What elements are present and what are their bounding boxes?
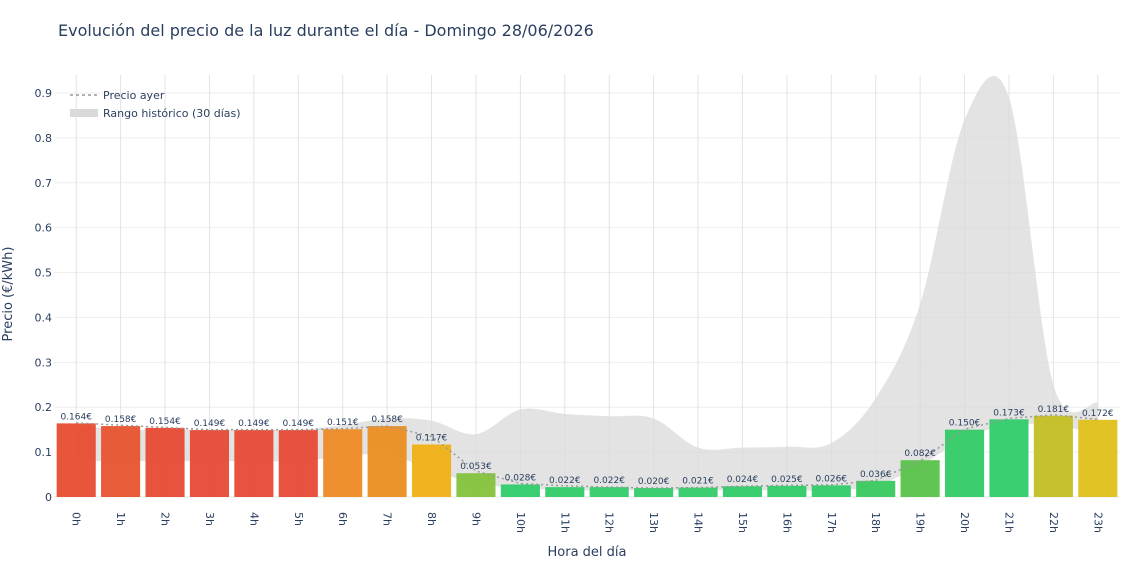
x-axis-title: Hora del día [548,545,627,560]
x-tick-label: 11h [558,512,571,533]
x-tick-label: 15h [736,512,749,533]
x-tick-label: 17h [825,512,838,533]
price-bar[interactable] [101,426,141,497]
x-axis-ticks: 0h 1h 2h 3h 4h 5h 6h 7h 8h 9h 10h 11h 12h 13h 14h 15h 16… [70,512,1105,533]
y-tick-label: 0.7 [35,177,53,190]
bar-value-label: 0.181€ [1038,405,1070,415]
bar-value-label: 0.117€ [416,433,448,443]
x-tick-label: 10h [514,512,527,533]
bar-value-label: 0.022€ [549,476,581,486]
y-tick-label: 0.6 [35,222,53,235]
yesterday-price-line [76,414,1098,489]
x-tick-label: 14h [692,512,705,533]
bar-value-label: 0.021€ [682,477,714,487]
bar-value-label: 0.149€ [283,419,315,429]
price-bar[interactable] [989,419,1029,497]
price-bar[interactable] [278,430,318,497]
x-tick-label: 19h [914,512,927,533]
bar-value-label: 0.026€ [816,474,848,484]
x-tick-label: 16h [780,512,793,533]
bar-value-label: 0.154€ [149,417,181,427]
price-bar[interactable] [634,488,674,497]
x-tick-label: 1h [114,512,127,526]
price-bar[interactable] [767,485,807,497]
y-tick-label: 0.5 [35,267,53,280]
data-labels: 0.164€ 0.158€ 0.154€ 0.149€ 0.149€ 0.149€ 0.15… [60,405,1113,487]
price-bar[interactable] [367,426,407,497]
price-bar[interactable] [234,430,274,497]
legend-range-swatch [70,109,98,117]
price-bar[interactable] [1078,419,1118,497]
x-tick-label: 3h [203,512,216,526]
y-axis-ticks: 0 0.1 0.2 0.3 0.4 0.5 0.6 0.7 0.8 0.9 [35,87,53,504]
yesterday-line [76,414,1098,489]
price-bar[interactable] [456,473,496,497]
legend-yesterday-label: Precio ayer [103,89,165,102]
bar-value-label: 0.028€ [505,473,537,483]
bar-value-label: 0.149€ [194,419,226,429]
x-tick-label: 0h [70,512,83,526]
bar-value-label: 0.158€ [371,415,403,425]
bar-value-label: 0.173€ [993,408,1025,418]
x-tick-label: 22h [1047,512,1060,533]
price-bar[interactable] [811,485,851,497]
price-bar[interactable] [856,480,896,497]
bar-value-label: 0.022€ [593,476,625,486]
x-tick-label: 7h [381,512,394,526]
x-tick-label: 18h [869,512,882,533]
price-bar[interactable] [145,427,185,497]
x-tick-label: 13h [647,512,660,533]
price-bar[interactable] [722,486,763,497]
bar-value-label: 0.025€ [771,475,803,485]
bar-value-label: 0.151€ [327,418,359,428]
price-bar[interactable] [545,487,585,497]
price-bar[interactable] [500,484,540,497]
x-tick-label: 23h [1091,512,1104,533]
price-bar[interactable] [678,487,718,497]
bar-value-label: 0.020€ [638,477,670,487]
y-tick-label: 0.9 [35,87,53,100]
bar-value-label: 0.150€ [949,419,981,429]
price-bar[interactable] [944,429,985,497]
x-tick-label: 5h [292,512,305,526]
y-tick-label: 0 [45,491,52,504]
x-tick-label: 12h [603,512,616,533]
chart-title: Evolución del precio de la luz durante e… [58,21,594,40]
x-tick-label: 21h [1002,512,1015,533]
legend-range-label: Rango histórico (30 días) [103,107,241,120]
y-tick-label: 0.3 [35,356,53,369]
bar-value-label: 0.172€ [1082,409,1114,419]
x-tick-label: 9h [469,512,482,526]
x-tick-label: 8h [425,512,438,526]
x-tick-label: 20h [958,512,971,533]
price-bar[interactable] [56,423,96,497]
price-bar[interactable] [589,487,629,497]
bar-value-label: 0.164€ [60,412,92,422]
bar-value-label: 0.158€ [105,415,137,425]
bar-value-label: 0.053€ [460,462,492,472]
price-bar[interactable] [189,430,230,497]
x-tick-label: 4h [247,512,260,526]
x-tick-label: 6h [336,512,349,526]
y-tick-label: 0.2 [35,401,53,414]
bar-value-label: 0.024€ [727,475,759,485]
price-bar[interactable] [900,460,940,497]
legend: Precio ayer Rango histórico (30 días) [70,89,241,120]
price-bar[interactable] [323,429,363,497]
y-tick-label: 0.4 [35,311,53,324]
y-tick-label: 0.8 [35,132,53,145]
y-axis-title: Precio (€/kWh) [1,247,16,342]
bars [56,415,1118,497]
price-bar[interactable] [1033,415,1073,497]
bar-value-label: 0.036€ [860,470,892,480]
bar-value-label: 0.149€ [238,419,270,429]
y-tick-label: 0.1 [35,446,53,459]
x-tick-label: 2h [159,512,172,526]
bar-value-label: 0.082€ [904,449,936,459]
price-bar[interactable] [411,444,452,497]
